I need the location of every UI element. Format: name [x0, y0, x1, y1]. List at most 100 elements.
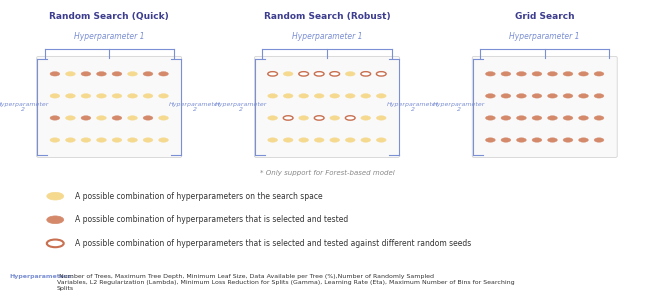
Circle shape [159, 72, 168, 76]
Circle shape [50, 72, 60, 76]
Circle shape [268, 94, 278, 98]
Circle shape [159, 138, 168, 142]
Circle shape [143, 116, 153, 120]
Text: Random Search (Quick): Random Search (Quick) [49, 12, 169, 21]
Circle shape [486, 94, 495, 98]
Circle shape [81, 94, 91, 98]
Text: A possible combination of hyperparameters that is selected and tested: A possible combination of hyperparameter… [75, 215, 348, 224]
Circle shape [143, 72, 153, 76]
Text: Hyperparameter
2: Hyperparameter 2 [432, 101, 485, 112]
Circle shape [486, 72, 495, 76]
Circle shape [517, 138, 526, 142]
Circle shape [127, 72, 137, 76]
Text: * Only support for Forest-based model: * Only support for Forest-based model [259, 170, 395, 176]
Text: Hyperparameter
2: Hyperparameter 2 [169, 101, 222, 112]
Circle shape [547, 72, 557, 76]
Circle shape [345, 116, 355, 120]
Circle shape [361, 138, 370, 142]
Circle shape [501, 72, 511, 76]
FancyBboxPatch shape [37, 56, 182, 158]
Circle shape [66, 94, 75, 98]
Text: Hyperparameter 1: Hyperparameter 1 [292, 32, 362, 41]
Circle shape [486, 138, 495, 142]
Circle shape [47, 240, 64, 247]
Circle shape [81, 116, 91, 120]
Circle shape [361, 116, 370, 120]
Circle shape [330, 94, 339, 98]
Circle shape [532, 138, 542, 142]
Circle shape [159, 94, 168, 98]
Circle shape [50, 138, 60, 142]
Text: Hyperparameters:: Hyperparameters: [10, 274, 74, 279]
Circle shape [547, 138, 557, 142]
Circle shape [547, 116, 557, 120]
Circle shape [330, 72, 339, 76]
Circle shape [299, 94, 309, 98]
Circle shape [127, 116, 137, 120]
Circle shape [66, 138, 75, 142]
Circle shape [315, 116, 324, 120]
Circle shape [112, 116, 122, 120]
Text: Grid Search: Grid Search [515, 12, 575, 21]
Circle shape [159, 116, 168, 120]
Circle shape [97, 94, 107, 98]
Circle shape [143, 138, 153, 142]
Circle shape [143, 94, 153, 98]
Circle shape [283, 94, 293, 98]
Circle shape [81, 138, 91, 142]
FancyBboxPatch shape [472, 56, 617, 158]
Circle shape [594, 138, 604, 142]
Circle shape [578, 94, 588, 98]
Text: A possible combination of hyperparameters that is selected and tested against di: A possible combination of hyperparameter… [75, 239, 471, 248]
Text: Number of Trees, Maximum Tree Depth, Minimum Leaf Size, Data Available per Tree : Number of Trees, Maximum Tree Depth, Min… [57, 274, 514, 291]
Circle shape [517, 116, 526, 120]
Text: Hyperparameter
2: Hyperparameter 2 [214, 101, 267, 112]
Circle shape [97, 138, 107, 142]
Circle shape [66, 72, 75, 76]
Circle shape [268, 72, 278, 76]
Circle shape [345, 138, 355, 142]
Circle shape [578, 116, 588, 120]
Circle shape [563, 116, 573, 120]
Circle shape [127, 138, 137, 142]
Circle shape [47, 216, 64, 224]
Circle shape [315, 94, 324, 98]
Circle shape [66, 116, 75, 120]
Circle shape [112, 94, 122, 98]
Circle shape [283, 116, 293, 120]
Circle shape [315, 72, 324, 76]
Text: Hyperparameter 1: Hyperparameter 1 [74, 32, 144, 41]
Circle shape [268, 138, 278, 142]
Circle shape [578, 138, 588, 142]
Circle shape [47, 192, 64, 200]
Circle shape [283, 138, 293, 142]
Circle shape [376, 94, 386, 98]
Text: Hyperparameter 1: Hyperparameter 1 [510, 32, 580, 41]
Circle shape [376, 72, 386, 76]
Circle shape [283, 72, 293, 76]
Circle shape [532, 116, 542, 120]
Circle shape [532, 94, 542, 98]
Circle shape [81, 72, 91, 76]
Circle shape [517, 94, 526, 98]
Circle shape [50, 94, 60, 98]
Circle shape [97, 72, 107, 76]
Text: Random Search (Robust): Random Search (Robust) [264, 12, 390, 21]
Circle shape [299, 72, 309, 76]
Circle shape [563, 94, 573, 98]
Circle shape [486, 116, 495, 120]
Text: Hyperparameter
2: Hyperparameter 2 [387, 101, 439, 112]
Circle shape [50, 116, 60, 120]
Circle shape [501, 94, 511, 98]
Circle shape [361, 94, 370, 98]
Circle shape [517, 72, 526, 76]
Circle shape [299, 116, 309, 120]
Circle shape [594, 72, 604, 76]
Circle shape [376, 116, 386, 120]
Circle shape [330, 138, 339, 142]
Circle shape [594, 94, 604, 98]
Circle shape [345, 94, 355, 98]
Circle shape [594, 116, 604, 120]
Circle shape [127, 94, 137, 98]
Circle shape [97, 116, 107, 120]
